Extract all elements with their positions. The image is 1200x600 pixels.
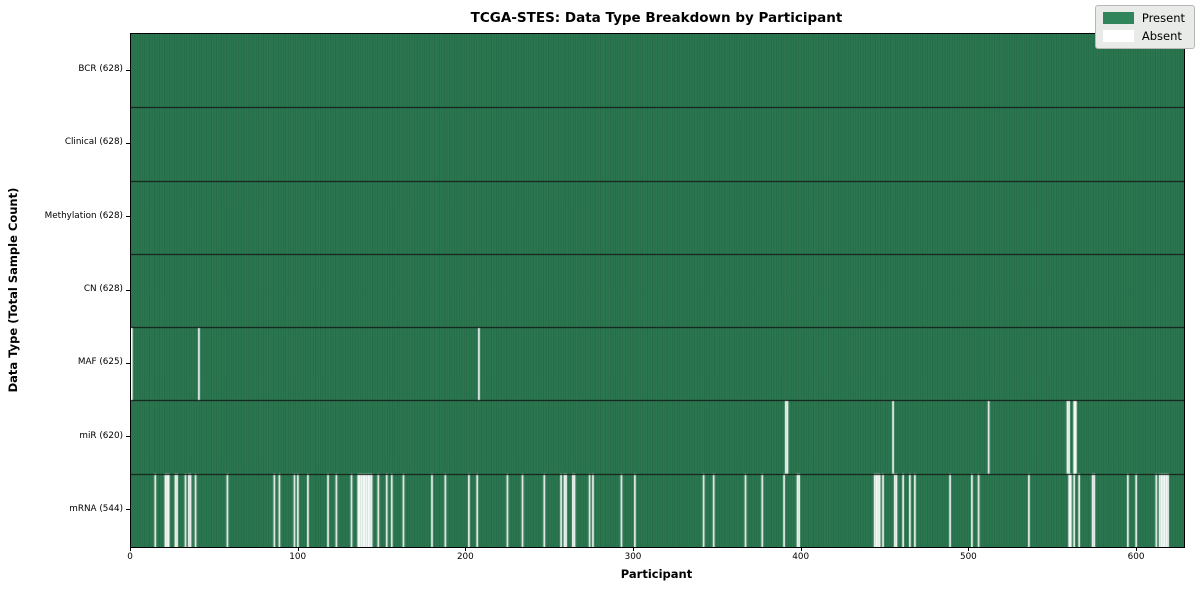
y-tick-label-MAF: MAF (625)	[77, 357, 123, 368]
y-tick-label-CN: CN (628)	[83, 284, 123, 294]
x-tick-label-0: 0	[127, 552, 133, 562]
y-tick-mark	[126, 290, 130, 291]
y-tick-label-Methylation: Methylation (628)	[44, 210, 123, 221]
y-tick-mark	[126, 216, 130, 217]
y-tick-mark	[126, 143, 130, 144]
y-tick-label-BCR: BCR (628)	[78, 64, 123, 75]
x-axis-label: Participant	[620, 567, 693, 581]
legend-entry-absent: Absent	[1102, 29, 1185, 43]
x-tick-mark	[130, 547, 131, 551]
x-tick-mark	[968, 547, 969, 551]
heatmap-canvas	[131, 34, 1184, 547]
y-tick-mark	[126, 70, 130, 71]
y-tick-label-miR: miR (620)	[79, 430, 123, 441]
x-tick-mark	[465, 547, 466, 551]
y-tick-label-Clinical: Clinical (628)	[64, 137, 123, 148]
legend-entry-present: Present	[1102, 11, 1185, 25]
y-tick-mark	[126, 363, 130, 364]
x-tick-label-600: 600	[1127, 552, 1145, 562]
legend-label: Absent	[1141, 29, 1182, 43]
y-tick-mark	[126, 509, 130, 510]
x-tick-label-400: 400	[792, 552, 810, 562]
x-tick-mark	[1136, 547, 1137, 551]
present-swatch-icon	[1102, 12, 1134, 24]
x-tick-label-300: 300	[624, 552, 642, 562]
x-tick-label-200: 200	[456, 552, 474, 562]
absent-swatch-icon	[1102, 30, 1134, 42]
y-tick-label-mRNA: mRNA (544)	[69, 503, 123, 514]
chart-title: TCGA-STES: Data Type Breakdown by Partic…	[470, 10, 843, 26]
x-tick-mark	[298, 547, 299, 551]
x-tick-label-500: 500	[959, 552, 977, 562]
x-tick-mark	[801, 547, 802, 551]
legend-label: Present	[1141, 11, 1185, 25]
legend: Present Absent	[1094, 5, 1195, 49]
x-tick-mark	[633, 547, 634, 551]
y-tick-mark	[126, 436, 130, 437]
plot-area	[130, 33, 1185, 548]
x-tick-label-100: 100	[289, 552, 307, 562]
